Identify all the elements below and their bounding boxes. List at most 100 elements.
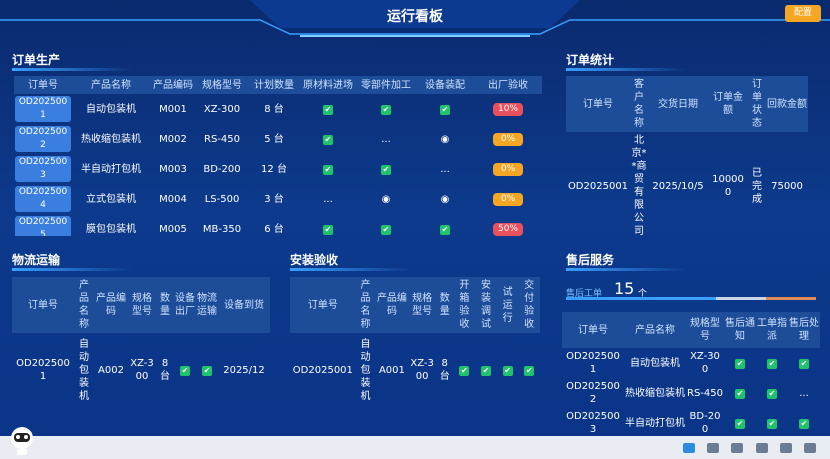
- column-header: 物流运输: [196, 277, 218, 333]
- column-header: 产品编码: [375, 277, 409, 333]
- table-row: OD2025005 膜包包装机 M005 MB-350 6 台 ✔ ✔ ✔ 50%: [14, 214, 542, 236]
- cell-text: M001: [159, 103, 187, 115]
- cell-text: 3 台: [264, 193, 284, 205]
- column-header: 产品编码: [150, 76, 196, 94]
- section-title: 订单生产: [12, 53, 61, 67]
- table-cell: OD2025005: [14, 214, 72, 236]
- cell-text: 8 台: [160, 358, 170, 382]
- section-line: [290, 268, 410, 271]
- cell-text: 热收缩包装机: [625, 387, 685, 399]
- table-cell: XZ-300: [196, 94, 248, 124]
- cell-text: 75000: [771, 180, 803, 192]
- section-line: [12, 268, 132, 271]
- cell-text: 自动包装机: [360, 338, 371, 402]
- config-button[interactable]: 配置: [785, 5, 821, 22]
- table-cell: 0%: [474, 184, 542, 214]
- column-header: 订单号: [566, 76, 630, 132]
- cell-text: 自动包装机: [86, 103, 136, 115]
- cell-text: ◉: [440, 193, 450, 205]
- table-cell: ...: [356, 124, 416, 154]
- table-cell: XZ-300: [408, 333, 435, 407]
- table-cell: BD-200: [686, 408, 724, 435]
- table-cell: ✔: [300, 124, 356, 154]
- column-header: 数量: [156, 277, 174, 333]
- column-header: 产品名称: [74, 277, 94, 333]
- table-cell: 半自动打包机: [72, 154, 150, 184]
- data-table: 订单号 客户名称 交货日期 订单金额 订单状态 回款金额 OD2025001 北京**商贸有限…: [566, 76, 808, 240]
- cell-text: RS-450: [204, 133, 240, 145]
- cell-text: OD2025001: [16, 358, 70, 382]
- table-cell: ✔: [356, 154, 416, 184]
- cell-text: M005: [159, 223, 187, 235]
- cell-text: OD2025001: [566, 351, 620, 375]
- cell-text: ...: [440, 163, 450, 175]
- table-cell: ✔: [300, 214, 356, 236]
- order-id: OD2025003: [15, 156, 71, 182]
- cell-text: M003: [159, 163, 187, 175]
- table-cell: 立式包装机: [72, 184, 150, 214]
- column-header: 设备到货: [218, 277, 270, 333]
- table-cell: ✔: [518, 333, 540, 407]
- section-title: 物流运输: [12, 253, 61, 267]
- column-header: 试运行: [496, 277, 519, 333]
- table-cell: A001: [375, 333, 408, 407]
- table-cell: XZ-300: [686, 348, 724, 378]
- table: 订单号 产品名称 产品编码 规格型号 计划数量 原材料进场 零部件加工 设备装配 出厂验收 OD2…: [14, 76, 542, 236]
- cell-text: 自动包装机: [630, 357, 680, 369]
- cell-text: ...: [381, 133, 391, 145]
- robot-icon[interactable]: [8, 424, 36, 456]
- cell-text: ◉: [440, 133, 450, 145]
- table-cell: ...: [416, 154, 474, 184]
- table-cell: M002: [150, 124, 196, 154]
- table-cell: ✔: [454, 333, 476, 407]
- table-cell: ✔: [475, 333, 497, 407]
- check-icon: ✔: [799, 358, 809, 369]
- check-icon: ✔: [735, 418, 745, 429]
- check-icon: ✔: [440, 224, 450, 235]
- table-row: OD2025001 自动包装机 A002 XZ-300 8 台 ✔ ✔ 2025/12: [12, 333, 270, 407]
- table-cell: ✔: [724, 378, 756, 408]
- cell-text: ◉: [381, 193, 391, 205]
- tab[interactable]: 售后工单: [566, 289, 603, 299]
- cell-text: 8 台: [439, 358, 450, 382]
- check-icon: ✔: [459, 365, 470, 376]
- table-cell: 北京**商贸有限公司: [630, 132, 648, 240]
- column-header: 产品编码: [94, 277, 128, 333]
- table-cell: OD2025001: [562, 348, 624, 378]
- footer-icons: [683, 443, 816, 453]
- table-cell: 2025/12: [218, 333, 270, 407]
- table-row: OD2025001 自动包装机 XZ-300 ✔ ✔ ✔: [562, 348, 820, 378]
- cell-text: OD2025002: [566, 381, 620, 405]
- table-cell: MB-350: [196, 214, 248, 236]
- table-cell: 50%: [474, 214, 542, 236]
- header-row: 订单号 产品名称 产品编码 规格型号 计划数量 原材料进场 零部件加工 设备装配 出厂验收: [14, 76, 542, 94]
- table-cell: 10%: [474, 94, 542, 124]
- table-cell: ✔: [724, 348, 756, 378]
- table-cell: 3 台: [248, 184, 300, 214]
- table-cell: OD2025001: [14, 94, 72, 124]
- column-header: 设备装配: [416, 76, 474, 94]
- table-cell: XZ-300: [128, 333, 156, 407]
- table-cell: BD-200: [196, 154, 248, 184]
- cell-text: 北京**商贸有限公司: [631, 135, 647, 237]
- cell-text: A002: [98, 364, 124, 376]
- data-table: 订单号 产品名称 产品编码 规格型号 数量 开箱验收 安装调试 试运行 交付验收 OD202500…: [290, 277, 540, 407]
- table-cell: 100000: [708, 132, 748, 240]
- table-cell: ...: [300, 184, 356, 214]
- table-cell: 自动包装机: [72, 94, 150, 124]
- column-header: 计划数量: [248, 76, 300, 94]
- table-cell: ✔: [300, 154, 356, 184]
- cell-text: 自动包装机: [79, 338, 89, 402]
- table-cell: ...: [788, 378, 820, 408]
- table-cell: OD2025001: [12, 333, 74, 407]
- header-row: 订单号 产品名称 产品编码 规格型号 数量 开箱验收 安装调试 试运行 交付验收: [290, 277, 540, 333]
- progress-badge: 50%: [493, 223, 523, 236]
- cell-text: 膜包包装机: [86, 223, 136, 235]
- column-header: 订单号: [14, 76, 72, 94]
- table-cell: OD2025003: [562, 408, 624, 435]
- table-cell: ✔: [724, 408, 756, 435]
- cell-text: 8 台: [264, 103, 284, 115]
- section-title: 安装验收: [290, 253, 339, 267]
- cell-text: BD-200: [203, 163, 241, 175]
